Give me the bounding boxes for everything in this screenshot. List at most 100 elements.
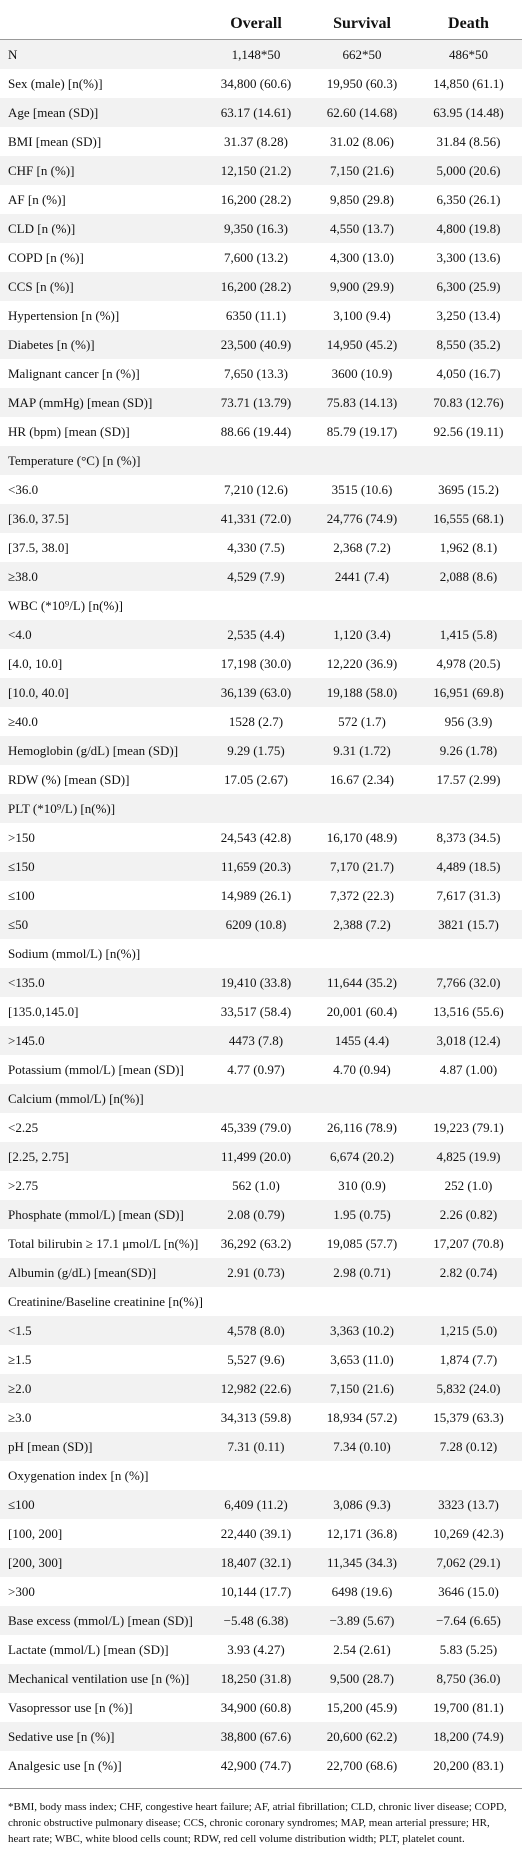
table-row: <135.0 19,410 (33.8) 11,644 (35.2) 7,766 (3… <box>0 968 522 997</box>
row-label: [100, 200] <box>8 1525 63 1541</box>
header-cell: Death <box>448 15 489 32</box>
row-label: pH [mean (SD)] <box>8 1438 93 1454</box>
table-cell: 92.56 (19.11) <box>433 423 504 439</box>
table-row: Hemoglobin (g/dL) [mean (SD)] 9.29 (1.75)… <box>0 736 522 765</box>
table-cell: 20,200 (83.1) <box>433 1757 504 1773</box>
table-cell: −3.89 (5.67) <box>329 1612 395 1628</box>
table-cell: 9,500 (28.7) <box>330 1670 394 1686</box>
table-cell: 13,516 (55.6) <box>433 1003 504 1019</box>
table-row: Diabetes [n (%)] 23,500 (40.9) 14,950 (45.… <box>0 330 522 359</box>
table-cell: 3,100 (9.4) <box>333 307 391 323</box>
row-label: <36.0 <box>8 481 39 497</box>
table-cell: 2.08 (0.79) <box>227 1206 285 1222</box>
row-label: CHF [n (%)] <box>8 162 75 178</box>
table-cell: 16,555 (68.1) <box>433 510 504 526</box>
table-cell: 3646 (15.0) <box>438 1583 499 1599</box>
row-label: Calcium (mmol/L) [n(%)] <box>8 1090 144 1106</box>
table-row: Potassium (mmol/L) [mean (SD)] 4.77 (0.97… <box>0 1055 522 1084</box>
table-row: >150 24,543 (42.8) 16,170 (48.9) 8,373 (34.… <box>0 823 522 852</box>
table-cell: 310 (0.9) <box>338 1177 386 1193</box>
row-label: Mechanical ventilation use [n (%)] <box>8 1670 190 1686</box>
table-cell: 33,517 (58.4) <box>220 1003 292 1019</box>
table-cell: 19,085 (57.7) <box>326 1235 398 1251</box>
table-cell: 3.93 (4.27) <box>227 1641 285 1657</box>
row-label: [36.0, 37.5] <box>8 510 69 526</box>
table-cell: 1528 (2.7) <box>228 713 284 729</box>
table-row: <4.0 2,535 (4.4) 1,120 (3.4) 1,415 (5.8) <box>0 620 522 649</box>
footnote: *BMI, body mass index; CHF, congestive h… <box>0 1788 522 1847</box>
table-cell: 9.31 (1.72) <box>333 742 391 758</box>
table-cell: 2441 (7.4) <box>334 568 390 584</box>
table-cell: 14,850 (61.1) <box>433 75 504 91</box>
table-cell: 4,578 (8.0) <box>227 1322 285 1338</box>
table-row: Malignant cancer [n (%)] 7,650 (13.3) 3600… <box>0 359 522 388</box>
table-cell: 7.31 (0.11) <box>227 1438 285 1454</box>
table-row: <2.25 45,339 (79.0) 26,116 (78.9) 19,223 (7… <box>0 1113 522 1142</box>
table-cell: 9,350 (16.3) <box>224 220 288 236</box>
row-label: RDW (%) [mean (SD)] <box>8 771 130 787</box>
table-cell: 19,188 (58.0) <box>326 684 398 700</box>
table-cell: 3323 (13.7) <box>438 1496 499 1512</box>
table-cell: 18,934 (57.2) <box>326 1409 398 1425</box>
table-row: <36.0 7,210 (12.6) 3515 (10.6) 3695 (15.2) <box>0 475 522 504</box>
table-cell: 4.87 (1.00) <box>439 1061 498 1077</box>
table-row: Age [mean (SD)] 63.17 (14.61) 62.60 (14.68… <box>0 98 522 127</box>
table-row: Sex (male) [n(%)] 34,800 (60.6) 19,950 (60… <box>0 69 522 98</box>
table-cell: 2,368 (7.2) <box>333 539 391 555</box>
table-row: BMI [mean (SD)] 31.37 (8.28) 31.02 (8.06) 3… <box>0 127 522 156</box>
table-row: >2.75 562 (1.0) 310 (0.9) 252 (1.0) <box>0 1171 522 1200</box>
table-cell: 31.02 (8.06) <box>330 133 394 149</box>
table-cell: 3695 (15.2) <box>438 481 499 497</box>
table-row: Temperature (°C) [n (%)] <box>0 446 522 475</box>
row-label: [4.0, 10.0] <box>8 655 63 671</box>
row-label: >2.75 <box>8 1177 39 1193</box>
table-row: [200, 300] 18,407 (32.1) 11,345 (34.3) 7,06… <box>0 1548 522 1577</box>
table-row: ≤100 6,409 (11.2) 3,086 (9.3) 3323 (13.7) <box>0 1490 522 1519</box>
table-cell: 85.79 (19.17) <box>326 423 398 439</box>
row-label: BMI [mean (SD)] <box>8 133 102 149</box>
row-label: Sodium (mmol/L) [n(%)] <box>8 945 141 961</box>
table-cell: 1,415 (5.8) <box>439 626 498 642</box>
table-row: ≥1.5 5,527 (9.6) 3,653 (11.0) 1,874 (7.7) <box>0 1345 522 1374</box>
table-cell: 4,489 (18.5) <box>436 858 501 874</box>
table-row: ≥40.0 1528 (2.7) 572 (1.7) 956 (3.9) <box>0 707 522 736</box>
table-cell: 18,407 (32.1) <box>220 1554 292 1570</box>
row-label: [37.5, 38.0] <box>8 539 69 555</box>
table-cell: 4473 (7.8) <box>228 1032 284 1048</box>
table-cell: 9.29 (1.75) <box>227 742 285 758</box>
table-row: PLT (*10⁹/L) [n(%)] <box>0 794 522 823</box>
row-label: >145.0 <box>8 1032 45 1048</box>
table-row: Calcium (mmol/L) [n(%)] <box>0 1084 522 1113</box>
table-row: CLD [n (%)] 9,350 (16.3) 4,550 (13.7) 4,800… <box>0 214 522 243</box>
table-cell: 562 (1.0) <box>232 1177 280 1193</box>
table-cell: 7,170 (21.7) <box>330 858 394 874</box>
row-label: <2.25 <box>8 1119 39 1135</box>
table-cell: 7,600 (13.2) <box>224 249 288 265</box>
table-cell: 4,529 (7.9) <box>227 568 285 584</box>
row-label: [2.25, 2.75] <box>8 1148 69 1164</box>
table-cell: 62.60 (14.68) <box>326 104 398 120</box>
table-cell: 4.70 (0.94) <box>333 1061 391 1077</box>
table-cell: 6209 (10.8) <box>225 916 287 932</box>
row-label: Vasopressor use [n (%)] <box>8 1699 133 1715</box>
table-cell: 22,440 (39.1) <box>220 1525 292 1541</box>
table-cell: 15,379 (63.3) <box>433 1409 504 1425</box>
row-label: Albumin (g/dL) [mean(SD)] <box>8 1264 157 1280</box>
table-cell: 11,659 (20.3) <box>221 858 291 874</box>
table-cell: 38,800 (67.6) <box>220 1728 292 1744</box>
table-cell: 5.83 (5.25) <box>439 1641 498 1657</box>
table-cell: 9.26 (1.78) <box>439 742 498 758</box>
table-row: ≤100 14,989 (26.1) 7,372 (22.3) 7,617 (31.3… <box>0 881 522 910</box>
table-cell: 1455 (4.4) <box>334 1032 390 1048</box>
table-row: Albumin (g/dL) [mean(SD)] 2.91 (0.73) 2.98… <box>0 1258 522 1287</box>
row-label: ≤50 <box>8 916 29 932</box>
row-label: [135.0,145.0] <box>8 1003 79 1019</box>
table-cell: 23,500 (40.9) <box>220 336 292 352</box>
table-row: ≤50 6209 (10.8) 2,388 (7.2) 3821 (15.7) <box>0 910 522 939</box>
row-label: Analgesic use [n (%)] <box>8 1757 122 1773</box>
table-row: >145.0 4473 (7.8) 1455 (4.4) 3,018 (12.4) <box>0 1026 522 1055</box>
table-cell: 20,001 (60.4) <box>326 1003 398 1019</box>
table-cell: 3821 (15.7) <box>438 916 499 932</box>
table-row: COPD [n (%)] 7,600 (13.2) 4,300 (13.0) 3,30… <box>0 243 522 272</box>
